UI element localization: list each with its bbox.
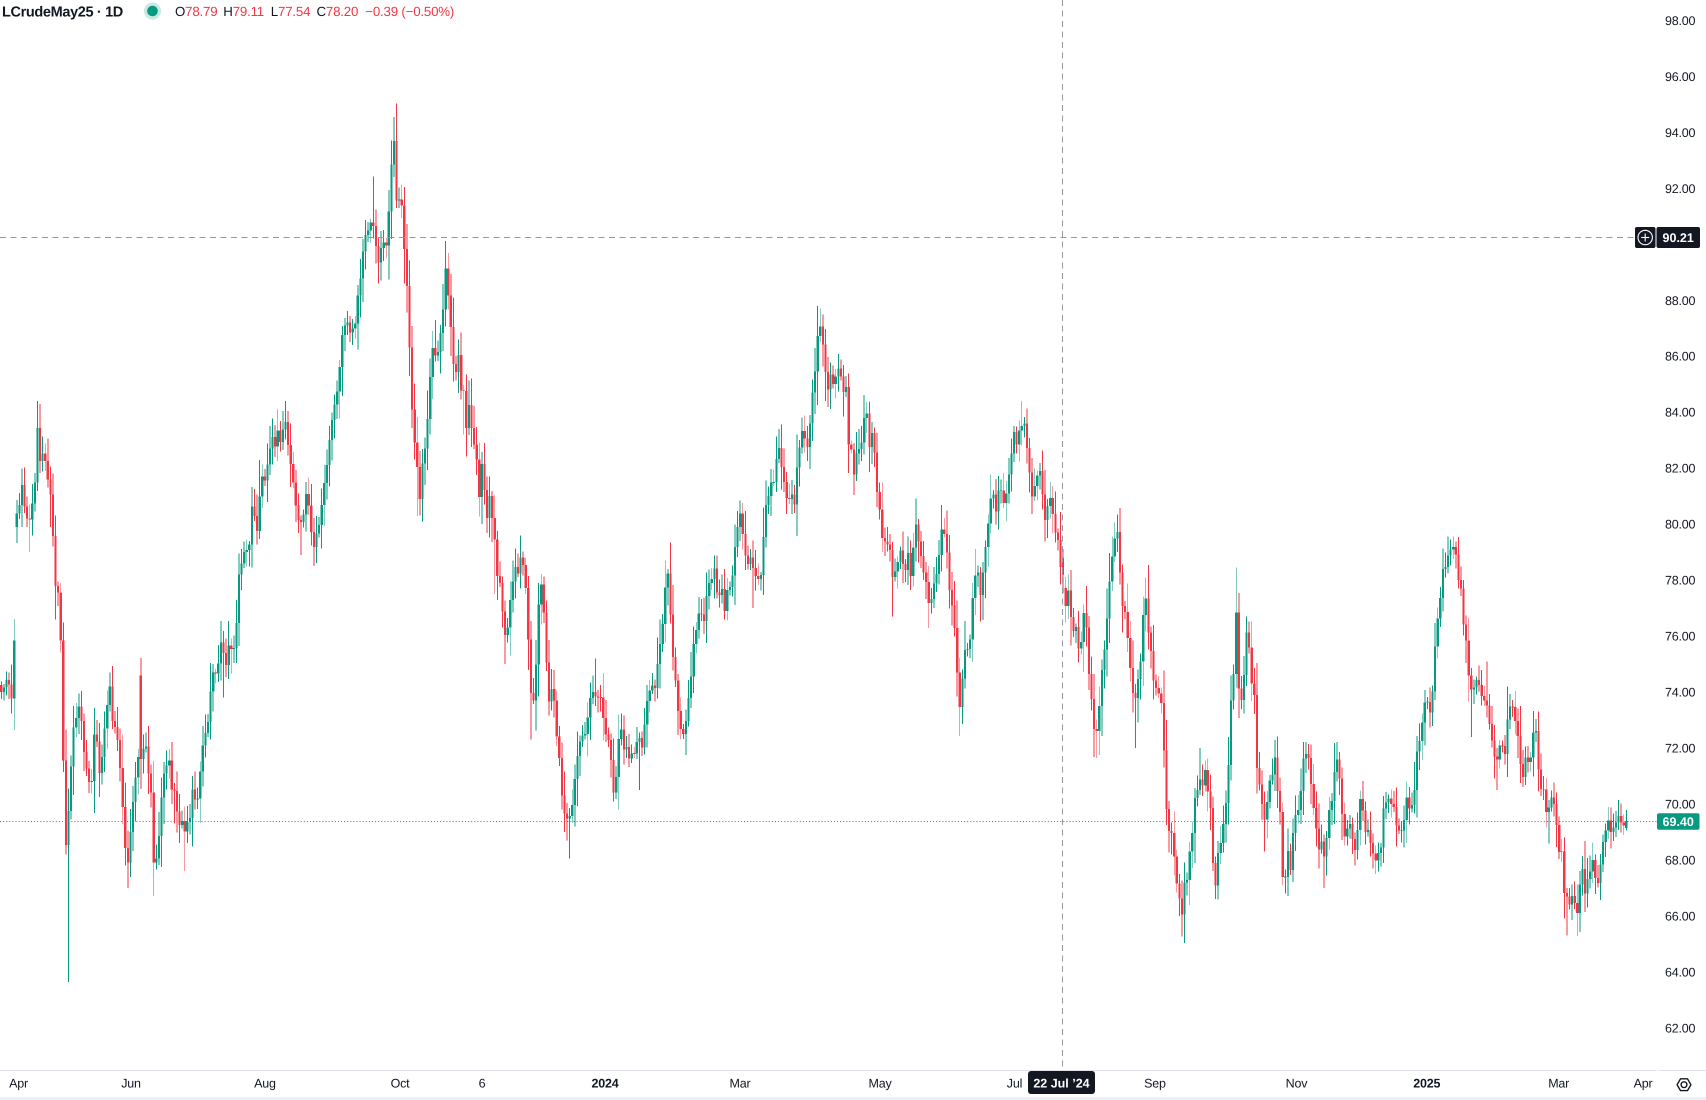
svg-text:Jun: Jun [121, 1077, 141, 1091]
svg-text:Sep: Sep [1144, 1077, 1166, 1091]
svg-text:68.00: 68.00 [1665, 853, 1696, 867]
svg-text:O78.79: O78.79 [175, 4, 217, 19]
svg-text:78.00: 78.00 [1665, 574, 1696, 588]
svg-text:92.00: 92.00 [1665, 182, 1696, 196]
svg-text:62.00: 62.00 [1665, 1021, 1696, 1035]
svg-text:Nov: Nov [1286, 1077, 1309, 1091]
svg-text:66.00: 66.00 [1665, 909, 1696, 923]
svg-text:6: 6 [479, 1077, 486, 1091]
svg-text:Mar: Mar [730, 1077, 751, 1091]
svg-text:L77.54: L77.54 [271, 4, 310, 19]
svg-text:69.40: 69.40 [1663, 815, 1694, 829]
svg-text:72.00: 72.00 [1665, 742, 1696, 756]
svg-text:74.00: 74.00 [1665, 686, 1696, 700]
svg-text:C78.20: C78.20 [317, 4, 359, 19]
svg-text:Aug: Aug [254, 1077, 276, 1091]
svg-text:Jul: Jul [1007, 1077, 1022, 1091]
svg-text:−0.39 (−0.50%): −0.39 (−0.50%) [365, 4, 454, 19]
svg-text:80.00: 80.00 [1665, 518, 1696, 532]
svg-text:84.00: 84.00 [1665, 406, 1696, 420]
svg-text:22 Jul ’24: 22 Jul ’24 [1033, 1077, 1089, 1091]
svg-text:May: May [868, 1077, 892, 1091]
svg-text:Oct: Oct [391, 1077, 411, 1091]
svg-text:Apr: Apr [9, 1077, 28, 1091]
svg-text:88.00: 88.00 [1665, 294, 1696, 308]
svg-text:76.00: 76.00 [1665, 630, 1696, 644]
svg-text:96.00: 96.00 [1665, 70, 1696, 84]
svg-text:2024: 2024 [591, 1077, 618, 1091]
svg-text:2025: 2025 [1413, 1077, 1440, 1091]
svg-text:82.00: 82.00 [1665, 462, 1696, 476]
svg-text:86.00: 86.00 [1665, 350, 1696, 364]
svg-text:H79.11: H79.11 [223, 4, 264, 19]
svg-text:94.00: 94.00 [1665, 126, 1696, 140]
svg-text:90.21: 90.21 [1663, 231, 1694, 245]
svg-text:98.00: 98.00 [1665, 14, 1696, 28]
svg-text:64.00: 64.00 [1665, 965, 1696, 979]
svg-text:LCrudeMay25 · 1D: LCrudeMay25 · 1D [2, 5, 123, 21]
svg-text:70.00: 70.00 [1665, 798, 1696, 812]
svg-text:Mar: Mar [1548, 1077, 1569, 1091]
svg-text:Apr: Apr [1634, 1077, 1653, 1091]
